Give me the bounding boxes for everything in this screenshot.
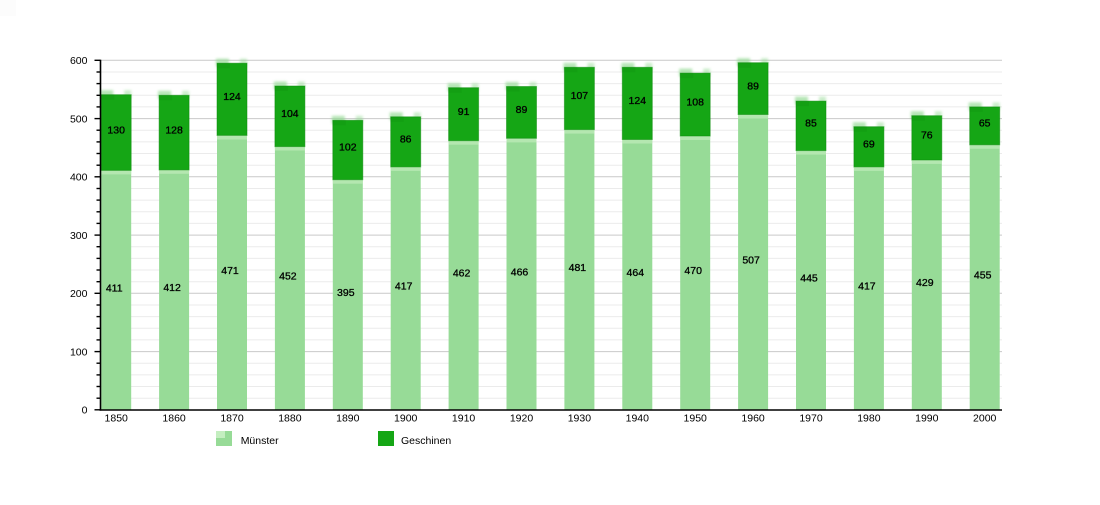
svg-text:500: 500 [70,113,88,125]
svg-text:65: 65 [979,118,991,130]
svg-text:417: 417 [858,281,876,293]
svg-text:600: 600 [70,55,88,67]
svg-text:300: 300 [70,230,88,242]
svg-text:455: 455 [974,270,992,282]
svg-text:1990: 1990 [915,412,939,424]
svg-text:411: 411 [106,282,123,294]
svg-text:107: 107 [571,90,589,102]
svg-text:1900: 1900 [394,412,418,424]
svg-text:1920: 1920 [510,412,534,424]
svg-text:Geschinen: Geschinen [401,435,451,447]
svg-text:1880: 1880 [278,412,302,424]
svg-text:471: 471 [221,265,239,277]
svg-text:100: 100 [70,346,88,358]
svg-text:86: 86 [400,134,412,146]
svg-text:69: 69 [863,139,875,151]
svg-text:2000: 2000 [973,412,997,424]
svg-text:1860: 1860 [162,412,186,424]
svg-text:417: 417 [395,281,413,293]
svg-text:89: 89 [516,104,528,116]
svg-text:412: 412 [163,282,181,294]
svg-text:481: 481 [569,262,587,274]
svg-text:1870: 1870 [220,412,244,424]
svg-text:85: 85 [805,118,817,130]
svg-text:462: 462 [453,268,471,280]
svg-text:89: 89 [747,80,759,92]
svg-text:466: 466 [511,266,529,278]
svg-text:1940: 1940 [626,412,650,424]
svg-text:108: 108 [686,96,704,108]
svg-text:1910: 1910 [452,412,476,424]
svg-text:124: 124 [629,95,647,107]
svg-text:464: 464 [627,267,645,279]
svg-text:1930: 1930 [568,412,592,424]
svg-text:1960: 1960 [741,412,765,424]
svg-text:395: 395 [337,287,355,299]
svg-text:1890: 1890 [336,412,360,424]
svg-text:445: 445 [800,272,818,284]
svg-text:Münster: Münster [241,435,279,447]
svg-text:400: 400 [70,172,88,184]
svg-text:470: 470 [684,265,702,277]
svg-text:76: 76 [921,130,933,142]
svg-text:1850: 1850 [105,412,129,424]
svg-text:104: 104 [281,108,299,120]
svg-text:1970: 1970 [799,412,823,424]
svg-text:452: 452 [279,270,297,282]
svg-text:124: 124 [223,91,241,103]
svg-text:1950: 1950 [684,412,708,424]
svg-text:200: 200 [70,288,88,300]
svg-text:429: 429 [916,277,934,289]
svg-text:0: 0 [82,405,88,417]
svg-text:130: 130 [107,124,125,136]
svg-text:128: 128 [165,124,183,136]
svg-text:102: 102 [339,142,357,154]
svg-text:1980: 1980 [857,412,881,424]
svg-text:507: 507 [742,254,760,266]
svg-text:91: 91 [458,106,470,118]
